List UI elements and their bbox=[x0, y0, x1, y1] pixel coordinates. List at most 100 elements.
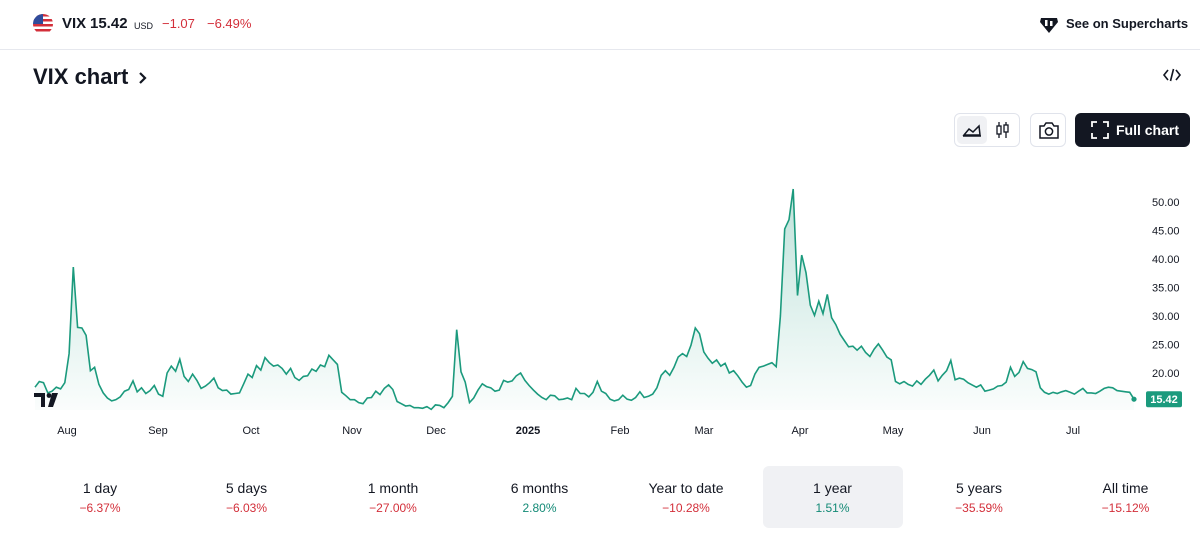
data-point bbox=[942, 375, 943, 376]
data-point bbox=[1061, 391, 1062, 392]
data-point bbox=[516, 375, 517, 376]
data-point bbox=[1048, 394, 1049, 395]
data-point bbox=[1014, 376, 1015, 377]
data-point bbox=[439, 405, 440, 406]
data-point bbox=[618, 399, 619, 400]
data-point bbox=[835, 324, 836, 325]
data-point bbox=[784, 228, 785, 229]
period-selector: 1 day −6.37% 5 days −6.03% 1 month −27.00% 6 m… bbox=[30, 466, 1190, 528]
data-point bbox=[128, 389, 129, 390]
data-point bbox=[1010, 367, 1011, 368]
data-point bbox=[972, 384, 973, 385]
period-change: −6.37% bbox=[79, 501, 121, 515]
data-point bbox=[984, 391, 985, 392]
data-point bbox=[56, 387, 57, 388]
x-tick-label: Jun bbox=[973, 425, 991, 437]
data-point bbox=[358, 402, 359, 403]
symbol-header: VIX 15.42 USD −1.07 −6.49% See on Superc… bbox=[0, 0, 1200, 50]
data-point bbox=[610, 399, 611, 400]
data-point bbox=[77, 327, 78, 328]
data-point bbox=[511, 380, 512, 381]
data-point bbox=[328, 355, 329, 356]
data-point bbox=[252, 377, 253, 378]
see-on-supercharts-link[interactable]: See on Supercharts bbox=[1066, 16, 1189, 31]
data-point bbox=[418, 407, 419, 408]
period-tab[interactable]: 5 days −6.03% bbox=[177, 466, 317, 528]
data-point bbox=[592, 392, 593, 393]
data-point bbox=[584, 393, 585, 394]
data-point bbox=[554, 395, 555, 396]
data-point bbox=[801, 255, 802, 256]
data-point bbox=[1044, 392, 1045, 393]
full-chart-label: Full chart bbox=[1116, 122, 1180, 138]
data-point bbox=[831, 317, 832, 318]
data-point bbox=[725, 363, 726, 364]
data-point bbox=[793, 188, 794, 189]
series-area-fill bbox=[35, 189, 1134, 410]
data-point bbox=[669, 375, 670, 376]
data-point bbox=[567, 397, 568, 398]
data-point bbox=[426, 406, 427, 407]
data-point bbox=[848, 346, 849, 347]
data-point bbox=[767, 364, 768, 365]
period-tab[interactable]: 1 year 1.51% bbox=[762, 466, 903, 528]
data-point bbox=[912, 386, 913, 387]
period-tab[interactable]: Year to date −10.28% bbox=[616, 466, 756, 528]
symbol-name[interactable]: VIX bbox=[62, 15, 87, 32]
data-point bbox=[754, 374, 755, 375]
data-point bbox=[405, 405, 406, 406]
data-point bbox=[1082, 388, 1083, 389]
data-point bbox=[149, 390, 150, 391]
x-tick-label: Jul bbox=[1066, 425, 1080, 437]
data-point bbox=[959, 378, 960, 379]
supercharts-logo-icon[interactable] bbox=[1038, 13, 1060, 35]
data-point bbox=[290, 368, 291, 369]
area-chart-icon bbox=[962, 124, 981, 137]
data-point bbox=[158, 394, 159, 395]
data-point bbox=[124, 391, 125, 392]
data-point bbox=[111, 400, 112, 401]
snapshot-button[interactable] bbox=[1030, 113, 1066, 147]
chevron-right-icon[interactable] bbox=[137, 70, 149, 86]
data-point bbox=[869, 356, 870, 357]
data-point bbox=[541, 397, 542, 398]
period-tab[interactable]: 5 years −35.59% bbox=[909, 466, 1049, 528]
period-tab[interactable]: 1 month −27.00% bbox=[323, 466, 463, 528]
period-tab[interactable]: All time −15.12% bbox=[1056, 466, 1196, 528]
data-point bbox=[333, 359, 334, 360]
data-point bbox=[397, 401, 398, 402]
period-tab[interactable]: 1 day −6.37% bbox=[30, 466, 170, 528]
chart-title[interactable]: VIX chart bbox=[33, 64, 129, 89]
chart-type-toggle bbox=[954, 113, 1020, 147]
data-point bbox=[925, 379, 926, 380]
area-chart-button[interactable] bbox=[957, 116, 987, 144]
full-chart-button[interactable]: Full chart bbox=[1075, 113, 1190, 147]
data-point bbox=[414, 407, 415, 408]
data-point bbox=[933, 370, 934, 371]
x-tick-label: Feb bbox=[611, 425, 630, 437]
embed-code-icon[interactable] bbox=[1162, 67, 1182, 83]
data-point bbox=[179, 359, 180, 360]
data-point bbox=[456, 329, 457, 330]
data-point bbox=[899, 383, 900, 384]
data-point bbox=[946, 370, 947, 371]
period-label: 5 days bbox=[225, 480, 268, 496]
data-point bbox=[737, 375, 738, 376]
data-point bbox=[1099, 391, 1100, 392]
data-point bbox=[209, 382, 210, 383]
data-point bbox=[94, 367, 95, 368]
data-point bbox=[299, 380, 300, 381]
candles-chart-button[interactable] bbox=[989, 116, 1017, 144]
data-point bbox=[34, 387, 35, 388]
period-tab[interactable]: 6 months 2.80% bbox=[470, 466, 610, 528]
y-tick-label: 20.00 bbox=[1152, 368, 1180, 380]
period-change: −27.00% bbox=[369, 501, 417, 515]
price-chart[interactable]: 50.00 45.00 40.00 35.00 30.00 25.00 20.00 Aug S… bbox=[0, 160, 1200, 450]
period-label: 1 day bbox=[82, 480, 118, 496]
data-point bbox=[388, 384, 389, 385]
data-point bbox=[367, 397, 368, 398]
y-tick-label: 45.00 bbox=[1152, 226, 1180, 238]
period-label: 1 month bbox=[367, 480, 419, 496]
data-point bbox=[460, 371, 461, 372]
data-point bbox=[673, 367, 674, 368]
